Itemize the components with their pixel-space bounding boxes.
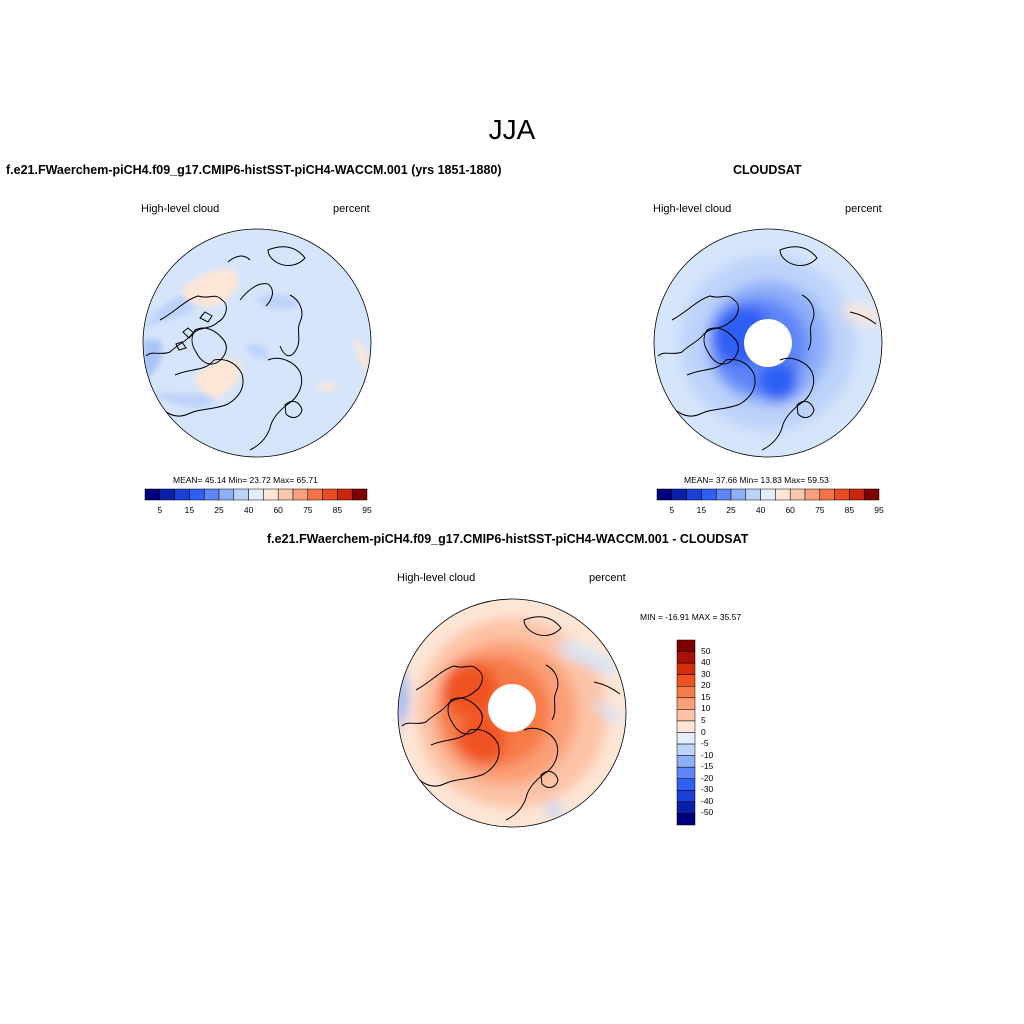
- diff-colorbar-tick-label: 40: [701, 657, 711, 668]
- left-colorbar-tick-label: 5: [157, 505, 163, 515]
- left-colorbar-box: [174, 488, 190, 501]
- right-colorbar-box: [656, 488, 673, 501]
- left-panel-stats: MEAN= 45.14 Min= 23.72 Max= 65.71: [173, 475, 318, 485]
- right-colorbar-box: [834, 488, 850, 501]
- left-colorbar-tick-label: 40: [243, 505, 254, 515]
- left-colorbar: [144, 488, 368, 501]
- right-colorbar-tick-label: 40: [755, 505, 766, 515]
- right-colorbar-box: [715, 488, 732, 501]
- right-colorbar-box: [849, 488, 865, 501]
- diff-colorbar-tick-label: -50: [701, 807, 714, 818]
- main-title: JJA: [488, 114, 536, 145]
- left-colorbar-tick-label: 75: [303, 505, 313, 515]
- right-polar-map: [653, 228, 883, 458]
- diff-colorbar-tick-label: -15: [701, 761, 714, 772]
- diff-colorbar-box: [676, 801, 696, 814]
- diff-colorbar-tick-label: 30: [701, 668, 711, 679]
- diff-colorbar-box: [676, 662, 696, 675]
- diff-colorbar-box: [676, 709, 696, 722]
- right-colorbar-box: [863, 488, 880, 501]
- diff-colorbar-box: [676, 651, 696, 664]
- left-colorbar-box: [307, 488, 323, 501]
- diff-colorbar-box: [676, 755, 696, 768]
- diff-colorbar-tick-label: -20: [701, 772, 714, 783]
- right-colorbar-box: [789, 488, 806, 501]
- right-colorbar-box: [701, 488, 717, 501]
- left-colorbar-box: [322, 488, 338, 501]
- right-panel-units-label: percent: [845, 203, 882, 215]
- diff-colorbar-box: [676, 790, 696, 803]
- left-colorbar-box: [203, 488, 220, 501]
- diff-panel-units-label: percent: [589, 572, 626, 584]
- diff-colorbar-box: [676, 686, 696, 699]
- left-colorbar-box: [144, 488, 161, 501]
- diff-colorbar-box: [676, 778, 696, 791]
- diff-polar-map: [397, 598, 627, 828]
- left-panel-units-label: percent: [333, 203, 370, 215]
- left-panel-title: f.e21.FWaerchem-piCH4.f09_g17.CMIP6-hist…: [6, 163, 502, 177]
- diff-colorbar-tick-label: 15: [701, 691, 711, 702]
- diff-colorbar-tick-label: -5: [701, 738, 709, 749]
- right-colorbar-box: [760, 488, 776, 501]
- right-colorbar-tick-label: 60: [785, 505, 795, 515]
- diff-colorbar-tick-label: 0: [701, 726, 706, 737]
- diff-colorbar-box: [676, 732, 696, 745]
- diff-panel-minmax: MIN = -16.91 MAX = 35.57: [640, 612, 742, 622]
- left-colorbar-box: [263, 488, 279, 501]
- left-colorbar-box: [248, 488, 264, 501]
- right-colorbar-box: [686, 488, 702, 501]
- right-colorbar-box: [819, 488, 835, 501]
- diff-colorbar-box: [676, 720, 696, 733]
- right-colorbar-box: [775, 488, 791, 501]
- left-colorbar-tick-label: 25: [214, 505, 224, 515]
- diff-colorbar-box: [676, 766, 696, 779]
- right-colorbar-tick-label: 15: [696, 505, 707, 515]
- left-colorbar-tick-label: 60: [273, 505, 283, 515]
- left-colorbar-box: [277, 488, 294, 501]
- left-colorbar-box: [218, 488, 235, 501]
- left-colorbar-box: [233, 488, 249, 501]
- diff-colorbar-tick-label: 20: [701, 680, 711, 691]
- diff-colorbar-box: [676, 697, 696, 710]
- right-colorbar-tick-label: 75: [815, 505, 825, 515]
- right-colorbar-tick-label: 95: [874, 505, 884, 515]
- diff-colorbar-tick-label: -10: [701, 749, 714, 760]
- diff-colorbar: [676, 639, 696, 826]
- right-panel-title: CLOUDSAT: [733, 163, 802, 177]
- left-colorbar-box: [292, 488, 309, 501]
- right-colorbar-box: [745, 488, 761, 501]
- diff-colorbar-box: [676, 674, 696, 687]
- left-colorbar-tick-label: 85: [332, 505, 343, 515]
- right-panel-stats: MEAN= 37.66 Min= 13.83 Max= 59.53: [684, 475, 829, 485]
- diff-colorbar-tick-label: 5: [701, 714, 706, 725]
- right-colorbar-box: [730, 488, 747, 501]
- right-colorbar: [656, 488, 880, 501]
- left-colorbar-tick-label: 15: [184, 505, 195, 515]
- diff-colorbar-tick-label: -30: [701, 784, 714, 795]
- right-colorbar-tick-label: 25: [726, 505, 736, 515]
- right-colorbar-box: [671, 488, 687, 501]
- diff-panel-variable-label: High-level cloud: [397, 572, 476, 584]
- diff-colorbar-box: [676, 639, 696, 652]
- left-colorbar-box: [337, 488, 353, 501]
- right-colorbar-tick-label: 5: [669, 505, 675, 515]
- left-polar-map: [142, 228, 372, 458]
- left-colorbar-box: [189, 488, 205, 501]
- diff-colorbar-box: [676, 743, 696, 756]
- left-panel-variable-label: High-level cloud: [141, 203, 220, 215]
- diff-colorbar-box: [676, 813, 696, 826]
- diff-panel-title: f.e21.FWaerchem-piCH4.f09_g17.CMIP6-hist…: [267, 532, 749, 546]
- left-colorbar-box: [351, 488, 368, 501]
- right-colorbar-tick-label: 85: [844, 505, 855, 515]
- left-colorbar-box: [159, 488, 175, 501]
- right-colorbar-box: [804, 488, 821, 501]
- diff-colorbar-tick-label: -40: [701, 795, 714, 806]
- right-panel-variable-label: High-level cloud: [653, 203, 732, 215]
- left-colorbar-tick-label: 95: [362, 505, 372, 515]
- diff-colorbar-tick-label: 10: [701, 703, 711, 714]
- diff-colorbar-tick-label: 50: [701, 645, 711, 656]
